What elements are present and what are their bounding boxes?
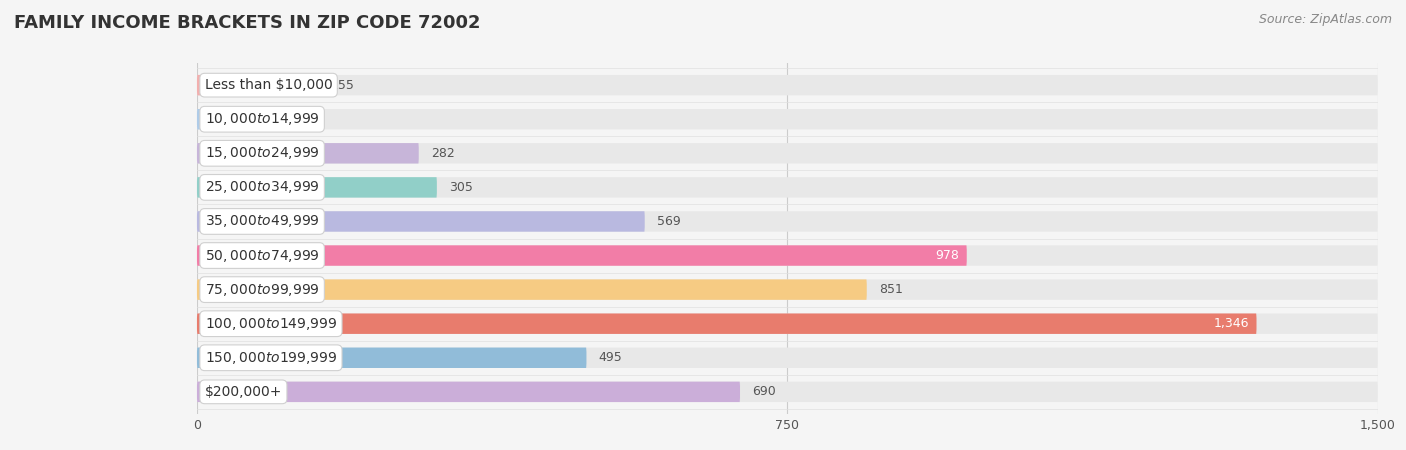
Text: 851: 851 — [879, 283, 903, 296]
Text: $15,000 to $24,999: $15,000 to $24,999 — [205, 145, 319, 161]
FancyBboxPatch shape — [197, 211, 645, 232]
FancyBboxPatch shape — [197, 314, 1257, 334]
FancyBboxPatch shape — [197, 382, 740, 402]
Text: FAMILY INCOME BRACKETS IN ZIP CODE 72002: FAMILY INCOME BRACKETS IN ZIP CODE 72002 — [14, 14, 481, 32]
FancyBboxPatch shape — [197, 75, 319, 95]
Text: $150,000 to $199,999: $150,000 to $199,999 — [205, 350, 337, 366]
Text: 1,346: 1,346 — [1213, 317, 1249, 330]
Text: 282: 282 — [430, 147, 454, 160]
FancyBboxPatch shape — [197, 382, 1378, 402]
FancyBboxPatch shape — [197, 245, 1378, 266]
FancyBboxPatch shape — [197, 245, 967, 266]
FancyBboxPatch shape — [197, 314, 1378, 334]
FancyBboxPatch shape — [197, 279, 1378, 300]
Text: Source: ZipAtlas.com: Source: ZipAtlas.com — [1258, 14, 1392, 27]
Text: $75,000 to $99,999: $75,000 to $99,999 — [205, 282, 319, 297]
Text: $100,000 to $149,999: $100,000 to $149,999 — [205, 316, 337, 332]
FancyBboxPatch shape — [197, 143, 419, 163]
Text: 305: 305 — [449, 181, 472, 194]
FancyBboxPatch shape — [197, 347, 586, 368]
FancyBboxPatch shape — [197, 279, 868, 300]
Text: $200,000+: $200,000+ — [205, 385, 283, 399]
Text: 495: 495 — [599, 351, 621, 364]
Text: Less than $10,000: Less than $10,000 — [205, 78, 332, 92]
Text: 155: 155 — [330, 79, 354, 92]
Text: $10,000 to $14,999: $10,000 to $14,999 — [205, 111, 319, 127]
FancyBboxPatch shape — [197, 347, 1378, 368]
Text: $50,000 to $74,999: $50,000 to $74,999 — [205, 248, 319, 264]
Text: 569: 569 — [657, 215, 681, 228]
Text: 86: 86 — [277, 113, 292, 126]
FancyBboxPatch shape — [197, 109, 1378, 130]
FancyBboxPatch shape — [197, 143, 1378, 163]
FancyBboxPatch shape — [197, 177, 437, 198]
FancyBboxPatch shape — [197, 177, 1378, 198]
Text: 978: 978 — [935, 249, 959, 262]
FancyBboxPatch shape — [197, 75, 1378, 95]
Text: $25,000 to $34,999: $25,000 to $34,999 — [205, 180, 319, 195]
Text: 690: 690 — [752, 385, 776, 398]
FancyBboxPatch shape — [197, 211, 1378, 232]
Text: $35,000 to $49,999: $35,000 to $49,999 — [205, 213, 319, 230]
FancyBboxPatch shape — [197, 109, 264, 130]
